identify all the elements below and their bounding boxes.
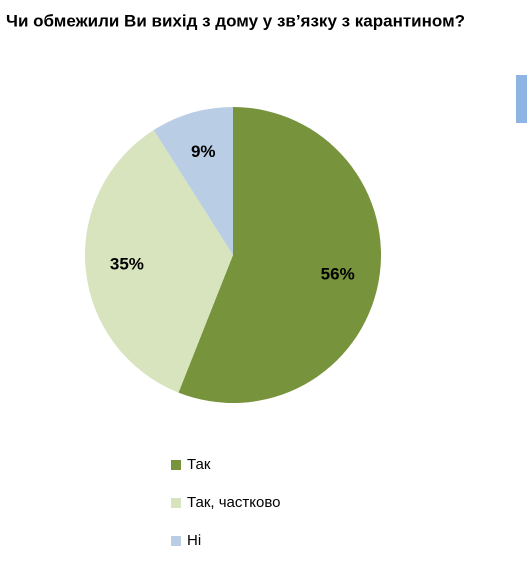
pie-slice (178, 107, 382, 403)
data-label: 35% (110, 255, 144, 274)
pie-slice (85, 130, 234, 393)
decoration (516, 75, 527, 123)
legend-label: Ні (187, 532, 201, 549)
legend-swatch (171, 460, 181, 470)
chart-title: Чи обмежили Ви вихід з дому у зв’язку з … (6, 11, 465, 30)
legend-label: Так (187, 456, 211, 473)
legend-swatch (171, 536, 181, 546)
legend-swatch (171, 498, 181, 508)
data-label: 9% (191, 142, 216, 161)
legend-label: Так, частково (187, 494, 280, 511)
data-label: 56% (321, 264, 355, 283)
pie-slice (153, 107, 233, 255)
